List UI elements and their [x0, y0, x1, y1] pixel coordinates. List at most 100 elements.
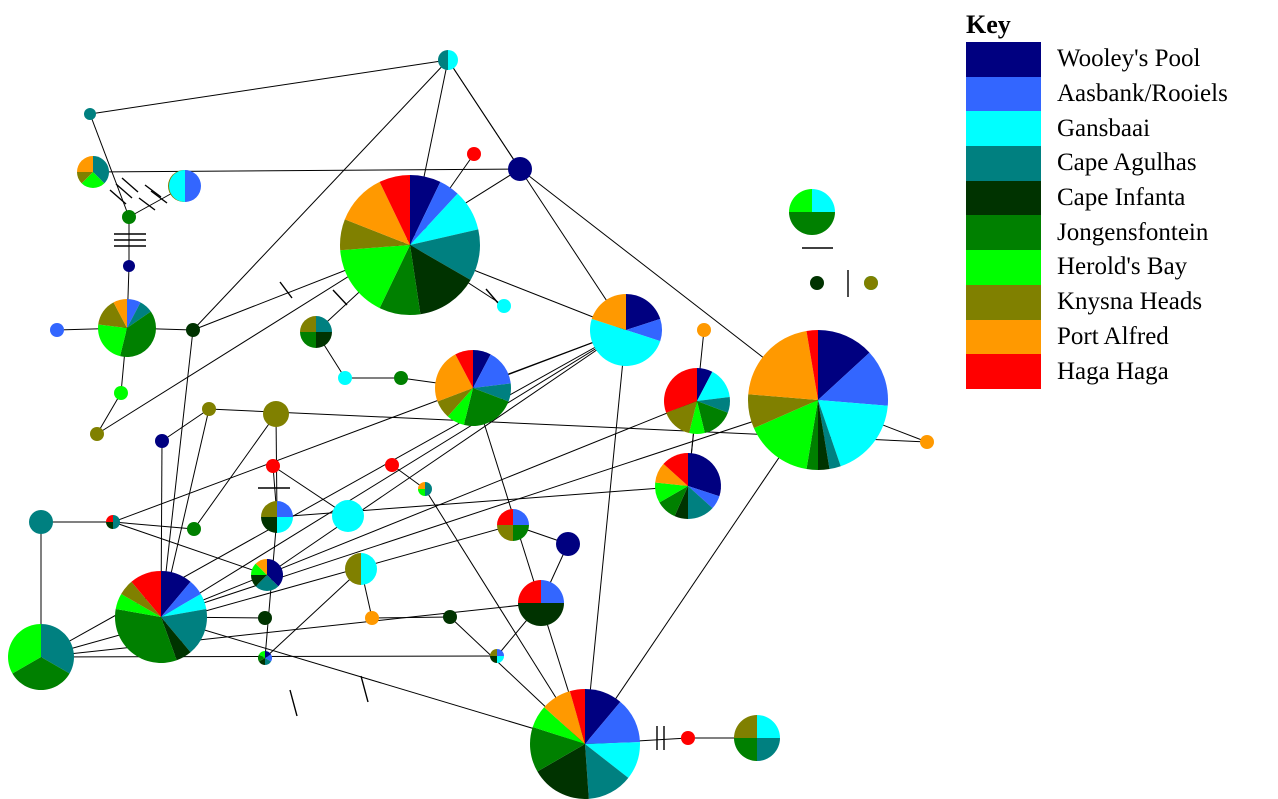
pie-slice: [920, 435, 934, 449]
pie-slice: [418, 482, 425, 489]
haplotype-node: [789, 189, 835, 235]
pie-slice: [789, 212, 835, 235]
legend-item: Cape Infanta: [966, 180, 1266, 216]
pie-slice: [789, 189, 812, 212]
haplotype-node: [8, 624, 74, 690]
haplotype-node: [418, 482, 432, 496]
network-edge: [161, 408, 210, 442]
pie-slice: [106, 515, 113, 522]
pie-slice: [810, 276, 824, 290]
haplotype-node: [394, 371, 408, 385]
pie-slice: [12, 657, 70, 690]
pie-slice: [541, 580, 564, 603]
legend-swatch: [966, 180, 1041, 216]
haplotype-node: [300, 316, 332, 348]
pie-slice: [186, 323, 200, 337]
legend-label: Aasbank/Rooiels: [1057, 80, 1228, 108]
legend-item: Port Alfred: [966, 319, 1266, 355]
mutation-tick: [121, 177, 139, 193]
legend-label: Gansbaai: [1057, 114, 1151, 142]
pie-slice: [513, 525, 529, 541]
pie-slice: [255, 575, 279, 591]
pie-slice: [734, 738, 757, 761]
pie-slice: [169, 170, 185, 202]
pie-slice: [344, 181, 410, 245]
pie-slice: [187, 522, 201, 536]
haplotype-node: [106, 515, 120, 529]
pie-slice: [447, 388, 473, 425]
haplotype-node: [263, 401, 289, 427]
pie-slice: [864, 276, 878, 290]
legend-item: Aasbank/Rooiels: [966, 76, 1266, 112]
pie-slice: [590, 318, 661, 366]
pie-slice: [626, 318, 662, 342]
pie-slice: [688, 453, 721, 497]
network-edge: [160, 616, 586, 745]
network-edge: [371, 616, 451, 619]
pie-slice: [410, 229, 480, 280]
mutation-tick: [332, 289, 348, 306]
pie-slice: [361, 553, 377, 585]
network-edge: [160, 329, 627, 618]
pie-slice: [379, 175, 410, 245]
pie-slice: [585, 701, 640, 744]
pie-slice: [473, 350, 491, 388]
pie-slice: [467, 147, 481, 161]
legend-label: Herold's Bay: [1057, 253, 1188, 281]
pie-slice: [556, 532, 580, 556]
pie-slice: [688, 486, 713, 519]
legend-item: Knysna Heads: [966, 284, 1266, 320]
pie-slice: [202, 402, 216, 416]
pie-slice: [818, 400, 830, 470]
network-edge: [447, 59, 521, 170]
pie-slice: [425, 482, 432, 496]
network-edge: [96, 392, 122, 435]
pie-slice: [697, 371, 730, 401]
mutation-tick: [279, 281, 293, 299]
legend-item: Cape Agulhas: [966, 146, 1266, 181]
pie-slice: [340, 245, 410, 309]
pie-slice: [385, 458, 399, 472]
pie-slice: [123, 260, 135, 272]
mutation-tick: [109, 189, 127, 205]
pie-slice: [258, 651, 265, 658]
haplotype-node: [497, 509, 529, 541]
pie-slice: [497, 525, 513, 541]
mutation-tick: [144, 184, 162, 198]
network-edge: [112, 329, 627, 523]
pie-slice: [681, 731, 695, 745]
pie-slice: [812, 189, 835, 212]
pie-slice: [508, 157, 532, 181]
legend-items: Wooley's Pool Aasbank/Rooiels Gansbaai C…: [966, 42, 1266, 389]
network-edge: [264, 568, 362, 659]
pie-slice: [261, 501, 277, 517]
haplotype-node: [251, 559, 284, 591]
pie-slice: [113, 515, 120, 529]
pie-slice: [90, 427, 104, 441]
legend-swatch: [966, 284, 1041, 320]
legend-label: Cape Infanta: [1057, 184, 1186, 212]
haplotype-node: [123, 260, 135, 272]
pie-slice: [155, 434, 169, 448]
pie-slice: [666, 401, 697, 434]
haplotype-node: [365, 611, 379, 625]
pie-slice: [185, 170, 201, 202]
pie-slice: [113, 299, 127, 328]
haplotype-node: [90, 427, 104, 441]
pie-slice: [29, 510, 53, 534]
haplotype-nodes: [8, 50, 934, 799]
haplotype-node: [490, 649, 504, 663]
haplotype-node: [338, 371, 352, 385]
haplotype-node: [115, 571, 207, 663]
pie-slice: [757, 738, 780, 761]
pie-slice: [84, 108, 96, 120]
pie-slice: [435, 354, 473, 402]
haplotype-node: [497, 299, 511, 313]
legend-item: Haga Haga: [966, 354, 1266, 389]
pie-slice: [753, 400, 818, 470]
haplotype-node: [530, 689, 640, 799]
pie-slice: [394, 371, 408, 385]
haplotype-node: [340, 175, 480, 315]
haplotype-node: [864, 276, 878, 290]
pie-slice: [438, 50, 448, 70]
